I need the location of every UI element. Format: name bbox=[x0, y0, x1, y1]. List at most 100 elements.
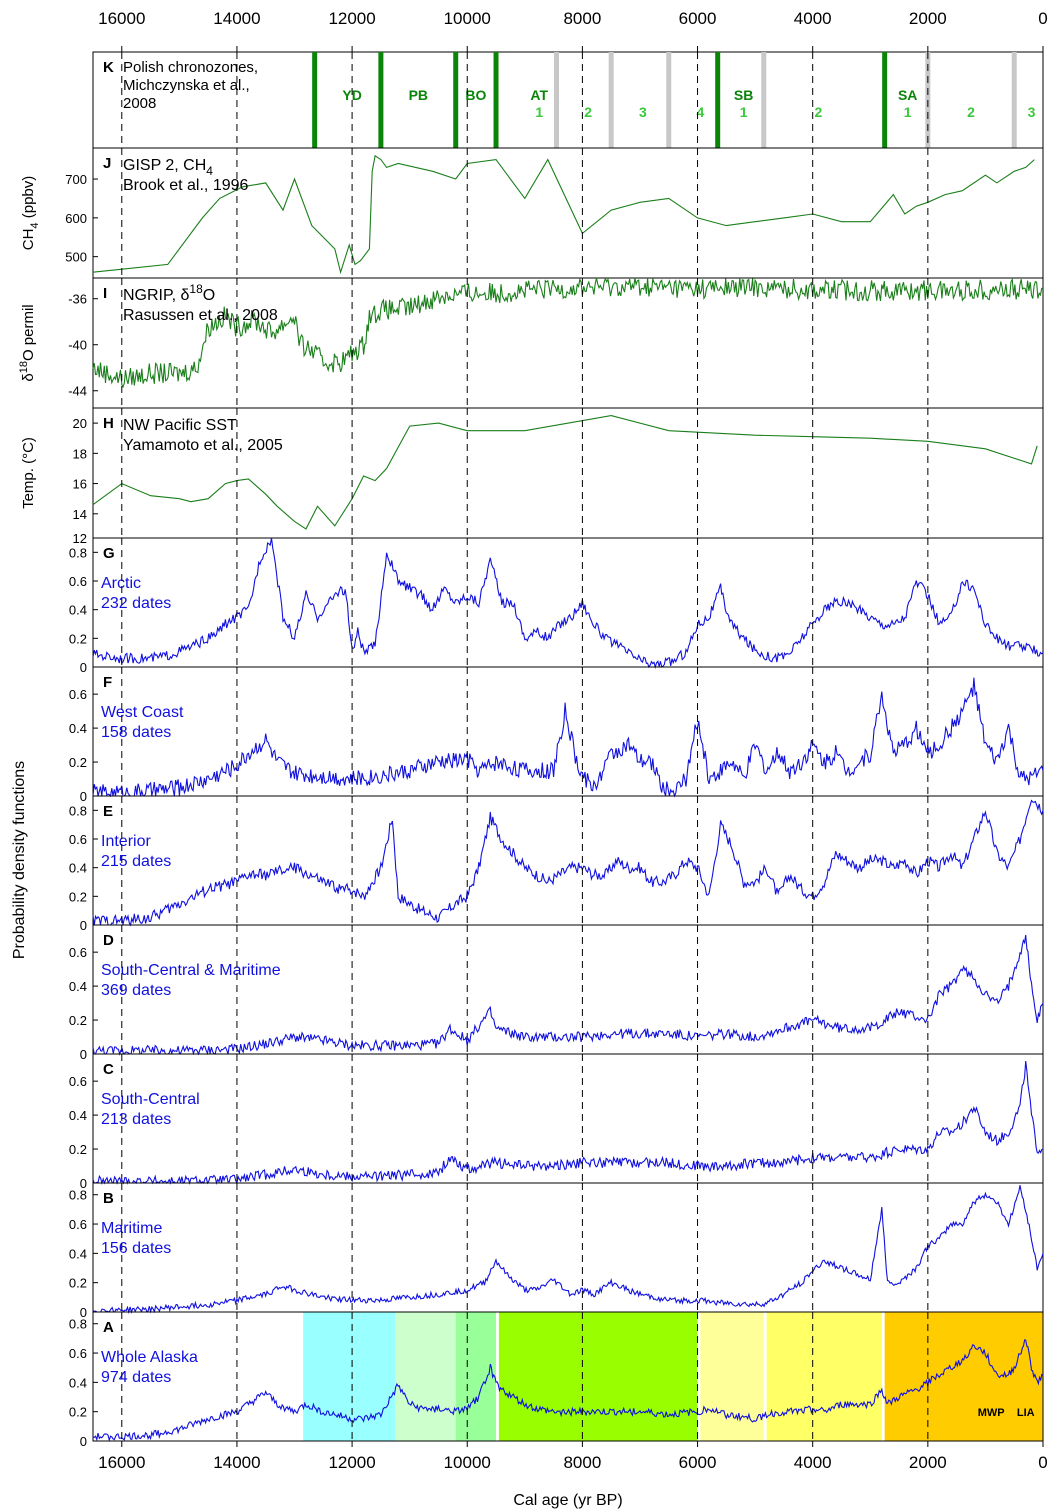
panel-letter-C: C bbox=[103, 1061, 114, 1078]
y-tick-label-1: 0.2 bbox=[69, 755, 87, 770]
y-tick-label-2: 0.4 bbox=[69, 1375, 87, 1390]
panel-letter-E: E bbox=[103, 803, 113, 820]
y-tick-label-2: -36 bbox=[68, 292, 87, 307]
y-tick-label-3: 0.6 bbox=[69, 574, 87, 589]
legend-line-F-1: 158 dates bbox=[101, 724, 171, 741]
y-tick-label-2: 0.4 bbox=[69, 603, 87, 618]
y-tick-label-2: 0.4 bbox=[69, 1108, 87, 1123]
x-axis-label: Cal age (yr BP) bbox=[513, 1492, 622, 1509]
series-line-I bbox=[92, 276, 1044, 389]
series-line-J bbox=[92, 154, 1035, 275]
panel-title-line-1: Michczynska et al., bbox=[123, 77, 250, 94]
panel-letter-G: G bbox=[103, 545, 115, 562]
panel-frame-B bbox=[92, 1182, 1044, 1313]
panel-letter-D: D bbox=[103, 932, 114, 949]
period-band-0 bbox=[303, 1312, 396, 1441]
chronozone-label-3: AT bbox=[530, 87, 548, 103]
panel-frame-I bbox=[92, 277, 1044, 409]
y-tick-label-1: 16 bbox=[73, 477, 87, 492]
legend-line-C-1: 213 dates bbox=[101, 1111, 171, 1128]
y-tick-label-3: 0.6 bbox=[69, 832, 87, 847]
chronozone-sub-label-13: 2 bbox=[967, 104, 975, 120]
y-tick-label-0: -44 bbox=[68, 384, 87, 399]
legend-line-E-0: Interior bbox=[101, 833, 151, 850]
panel-letter-F: F bbox=[103, 674, 112, 691]
y-tick-label-1: 0.2 bbox=[69, 1013, 87, 1028]
y-tick-label-0: 0 bbox=[80, 918, 87, 933]
y-tick-label-top: 12 bbox=[73, 531, 87, 546]
x-tick-label-bottom-3: 10000 bbox=[444, 1453, 491, 1472]
chronozone-sub-label-10: 2 bbox=[815, 104, 823, 120]
y-tick-label-3: 20 bbox=[73, 416, 87, 431]
legend-line-J-1: Brook et al., 1996 bbox=[123, 177, 249, 194]
panel-H: H 14 16 18 20 Temp. (°C) NW Pacific SST Yamamot… bbox=[20, 407, 1044, 539]
panel-frame-D bbox=[92, 924, 1044, 1055]
annotation-0: MWP bbox=[978, 1407, 1005, 1419]
legend-line-C-0: South-Central bbox=[101, 1091, 200, 1108]
y-tick-label-3: 0.6 bbox=[69, 1217, 87, 1232]
y-tick-label-2: 0.4 bbox=[69, 861, 87, 876]
y-tick-label-4: 0.8 bbox=[69, 1317, 87, 1332]
x-tick-label-bottom-2: 12000 bbox=[328, 1453, 375, 1472]
y-tick-label-1: 0.2 bbox=[69, 631, 87, 646]
series-line-G bbox=[92, 537, 1044, 669]
x-tick-label-top-1: 14000 bbox=[213, 9, 260, 28]
legend-line-G-1: 232 dates bbox=[101, 595, 171, 612]
y-tick-label-2: 700 bbox=[65, 172, 87, 187]
panel-letter-A: A bbox=[103, 1319, 114, 1336]
panel-letter-I: I bbox=[103, 285, 107, 302]
series-line-B bbox=[92, 1185, 1044, 1315]
panel-frame-J bbox=[92, 147, 1044, 279]
y-tick-label-0: 0 bbox=[80, 1434, 87, 1449]
y-axis-label-I: δ18O permil bbox=[18, 304, 37, 381]
panel-frame-A bbox=[92, 1311, 1044, 1442]
panel-G: G 0 0.2 0.4 0.6 0.812 Arctic 232 dates bbox=[69, 531, 1044, 675]
legend-line-D-1: 369 dates bbox=[101, 982, 171, 999]
legend-line-H-0: NW Pacific SST bbox=[123, 417, 237, 434]
annotation-1: LIA bbox=[1017, 1407, 1035, 1419]
panels-layer: K Polish chronozones,Michczynska et al.,2… bbox=[18, 51, 1044, 1449]
y-tick-label-3: 0.6 bbox=[69, 1346, 87, 1361]
x-tick-label-bottom-0: 16000 bbox=[98, 1453, 145, 1472]
series-line-D bbox=[92, 934, 1044, 1056]
y-tick-label-4: 0.8 bbox=[69, 803, 87, 818]
y-tick-label-4: 0.8 bbox=[69, 1188, 87, 1203]
legend-line-B-0: Maritime bbox=[101, 1220, 162, 1237]
chronozone-sub-label-6: 3 bbox=[639, 104, 647, 120]
panel-A: A 0 0.2 0.4 0.6 0.8 Whole Alaska 974 dates MWP LI… bbox=[69, 1311, 1044, 1449]
legend-line-F-0: West Coast bbox=[101, 704, 184, 721]
panel-C: C 0 0.2 0.4 0.6 South-Central 213 dates bbox=[69, 1053, 1044, 1191]
period-band-1 bbox=[395, 1312, 456, 1441]
legend-line-A-1: 974 dates bbox=[101, 1369, 171, 1386]
y-tick-label-2: 0.4 bbox=[69, 979, 87, 994]
legend-line-E-1: 215 dates bbox=[101, 853, 171, 870]
chronozone-sub-label-5: 2 bbox=[584, 104, 592, 120]
x-tick-label-bottom-4: 8000 bbox=[563, 1453, 601, 1472]
y-tick-label-1: 0.2 bbox=[69, 1405, 87, 1420]
panel-letter-B: B bbox=[103, 1190, 114, 1207]
panel-letter-K: K bbox=[103, 59, 114, 76]
panel-frame-E bbox=[92, 795, 1044, 926]
y-tick-label-1: 600 bbox=[65, 211, 87, 226]
y-tick-label-0: 0 bbox=[80, 1047, 87, 1062]
panel-letter-J: J bbox=[103, 155, 111, 172]
shared-y-axis-label: Probability density functions bbox=[11, 761, 28, 959]
y-tick-label-1: 0.2 bbox=[69, 1276, 87, 1291]
y-tick-label-0: 14 bbox=[73, 507, 87, 522]
panel-frame-G bbox=[92, 537, 1044, 668]
y-tick-label-2: 0.4 bbox=[69, 721, 87, 736]
panel-F: F 0 0.2 0.4 0.6 West Coast 158 dates bbox=[69, 666, 1044, 804]
panel-D: D 0 0.2 0.4 0.6 South-Central & Maritime 369 d… bbox=[69, 924, 1044, 1062]
y-tick-label-3: 0.6 bbox=[69, 687, 87, 702]
x-tick-label-top-2: 12000 bbox=[328, 9, 375, 28]
y-tick-label-2: 18 bbox=[73, 446, 87, 461]
y-axis-label-H: Temp. (°C) bbox=[20, 437, 37, 509]
x-tick-label-top-0: 16000 bbox=[98, 9, 145, 28]
legend-line-G-0: Arctic bbox=[101, 575, 141, 592]
legend-line-H-1: Yamamoto et al., 2005 bbox=[123, 437, 283, 454]
panel-I: I -44 -40 -36 δ18O permil NGRIP, δ18O Rasussen… bbox=[18, 276, 1044, 409]
panel-title-line-2: 2008 bbox=[123, 95, 156, 112]
y-axis-label-J: CH4 (ppbv) bbox=[20, 176, 41, 250]
